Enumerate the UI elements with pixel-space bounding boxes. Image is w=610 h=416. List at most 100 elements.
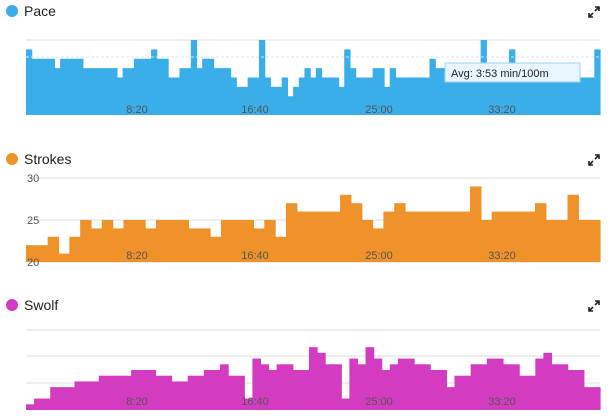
bar <box>163 375 173 410</box>
bar <box>556 220 569 262</box>
bar <box>575 370 585 410</box>
bar <box>535 203 547 262</box>
pace-legend-dot <box>6 5 18 17</box>
bar <box>82 381 92 410</box>
x-tick-label: 8:20 <box>126 396 147 408</box>
bar <box>310 77 317 115</box>
bar <box>69 236 81 262</box>
bar <box>415 211 428 262</box>
bar <box>58 387 68 410</box>
bar <box>155 220 168 262</box>
bar <box>166 220 179 262</box>
bar <box>459 211 471 262</box>
bar <box>341 398 350 410</box>
bar <box>307 211 320 262</box>
bar <box>26 49 33 116</box>
pace-header: Pace <box>6 0 56 22</box>
bar <box>116 77 124 115</box>
bar <box>220 364 229 410</box>
bar <box>318 211 330 262</box>
bar <box>418 77 425 115</box>
bar <box>77 58 84 115</box>
bar <box>220 220 233 262</box>
bar <box>381 370 391 410</box>
bar <box>405 358 415 410</box>
bar <box>185 68 192 116</box>
bar <box>179 68 186 116</box>
strokes-title: Strokes <box>24 151 72 167</box>
bar <box>361 77 368 115</box>
bar <box>90 381 100 410</box>
bar <box>378 68 385 116</box>
bar <box>112 228 125 262</box>
bar <box>228 375 237 410</box>
bar <box>26 404 35 410</box>
bar <box>211 370 221 410</box>
bar <box>139 58 146 115</box>
bar <box>406 77 414 115</box>
bar <box>438 370 447 410</box>
bar <box>480 220 493 262</box>
bar <box>567 370 577 410</box>
bar <box>327 77 334 115</box>
bar <box>276 86 283 116</box>
bar <box>394 203 406 262</box>
bar <box>344 49 351 116</box>
bar <box>578 220 590 262</box>
bar <box>423 77 431 115</box>
bar <box>173 77 181 115</box>
bar <box>524 211 536 262</box>
bar <box>275 236 287 262</box>
bar <box>37 58 44 115</box>
bar <box>361 220 374 262</box>
expand-icon[interactable] <box>588 6 600 18</box>
bar <box>42 398 51 410</box>
expand-icon[interactable] <box>588 300 600 312</box>
bar <box>405 211 417 262</box>
pace-panel: Pace Avg: 3:53 min/100m 8:20 16:40 25:00 33:… <box>0 0 610 140</box>
bar <box>332 77 340 115</box>
bar <box>199 228 211 262</box>
bar <box>128 68 135 116</box>
bar <box>317 352 326 410</box>
bar <box>463 77 470 115</box>
bar <box>82 68 90 116</box>
y-tick-label: 25 <box>27 215 39 227</box>
swolf-legend-dot <box>6 299 18 311</box>
bar <box>565 68 573 116</box>
bar <box>340 194 352 262</box>
bar <box>308 347 318 410</box>
x-tick-label: 16:40 <box>241 250 269 262</box>
bar <box>247 77 254 115</box>
bar <box>526 77 533 115</box>
bar <box>491 211 504 262</box>
bar <box>435 68 442 116</box>
bar <box>114 375 124 410</box>
bar <box>88 68 95 116</box>
bar <box>304 68 311 116</box>
bar <box>492 77 499 115</box>
bar <box>474 77 482 115</box>
x-tick-label: 33:20 <box>488 104 516 116</box>
bar <box>292 370 302 410</box>
bar <box>470 364 480 410</box>
bar <box>50 387 59 410</box>
bar <box>111 68 118 116</box>
bar <box>338 86 345 116</box>
bar <box>99 68 107 116</box>
x-tick-label: 25:00 <box>365 396 393 408</box>
bar <box>65 58 73 115</box>
bar <box>285 203 298 262</box>
bar <box>513 211 525 262</box>
bar <box>446 77 453 115</box>
expand-icon[interactable] <box>588 154 600 166</box>
bar <box>520 77 527 115</box>
bar <box>333 364 342 410</box>
bar <box>48 58 56 115</box>
bar <box>426 211 439 262</box>
bar <box>101 220 114 262</box>
bar <box>203 370 213 410</box>
x-tick-label: 25:00 <box>365 104 393 116</box>
bar <box>74 381 84 410</box>
bar <box>470 186 482 262</box>
